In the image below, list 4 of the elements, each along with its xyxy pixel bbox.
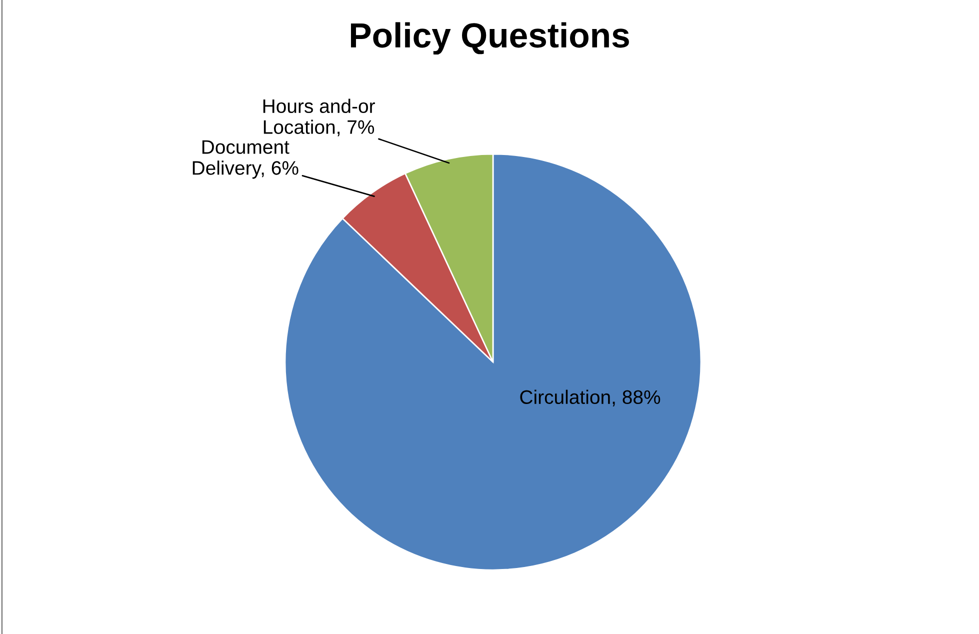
slice-label: Circulation, 88% [520,390,660,406]
chart-title: Policy Questions [350,22,629,55]
slice-label: Hours and-or Location, 7% [263,98,375,136]
slice-label: Document Delivery, 6% [192,140,298,179]
